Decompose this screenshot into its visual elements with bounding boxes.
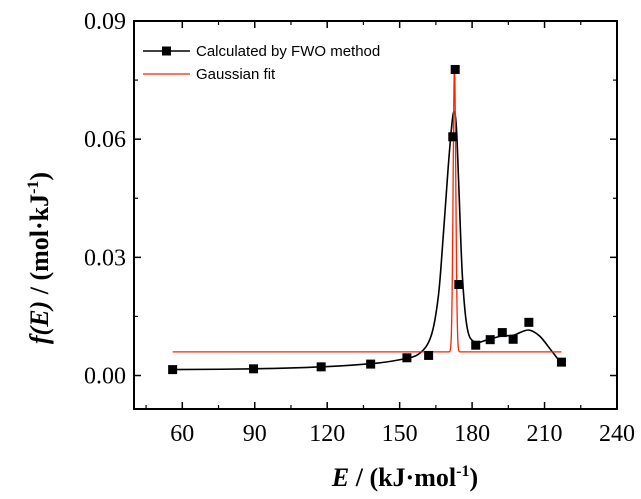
plot-area bbox=[133, 20, 618, 410]
fwo-data-point bbox=[168, 365, 178, 375]
x-axis-title: E / (kJ·mol-1) bbox=[331, 463, 478, 492]
axis-ticks: 60 90 120 150 180 210 240 0.00 0.03 0.06 0.09 bbox=[84, 9, 635, 447]
x-tick-label: 120 bbox=[309, 421, 345, 447]
fwo-data-point bbox=[485, 335, 495, 345]
legend-fwo-marker bbox=[162, 46, 171, 56]
fwo-data-point bbox=[249, 364, 259, 374]
fwo-data-point bbox=[508, 334, 518, 344]
fwo-data-point bbox=[316, 362, 326, 372]
fwo-data-point bbox=[497, 328, 507, 338]
legend: Calculated by FWO method Gaussian fit bbox=[143, 43, 380, 83]
x-tick-label: 60 bbox=[170, 421, 194, 447]
y-tick-label: 0.06 bbox=[84, 127, 126, 153]
fwo-curve bbox=[172, 110, 563, 371]
fwo-data-point bbox=[450, 64, 460, 74]
fwo-data-point bbox=[424, 350, 434, 360]
fwo-data-point bbox=[366, 359, 376, 369]
legend-fwo-label: Calculated by FWO method bbox=[196, 43, 380, 60]
x-tick-label: 150 bbox=[382, 421, 418, 447]
fwo-data-point bbox=[556, 357, 566, 367]
fwo-data-point bbox=[524, 317, 534, 327]
plot-frame bbox=[133, 20, 618, 410]
y-tick-label: 0.03 bbox=[84, 245, 126, 271]
fwo-data-point bbox=[402, 353, 412, 363]
y-tick-label: 0.00 bbox=[84, 364, 126, 390]
legend-gaussian-label: Gaussian fit bbox=[196, 66, 276, 83]
x-tick-label: 180 bbox=[454, 421, 490, 447]
x-tick-label: 240 bbox=[599, 421, 635, 447]
fwo-data-point bbox=[454, 280, 464, 290]
y-axis-title: f(E) / (mol·kJ-1) bbox=[25, 172, 54, 344]
fwo-data-point bbox=[448, 132, 458, 142]
x-tick-label: 90 bbox=[243, 421, 267, 447]
fwo-data-point bbox=[471, 340, 481, 350]
y-tick-label: 0.09 bbox=[84, 9, 126, 35]
gaussian-fit-curve bbox=[172, 68, 562, 353]
x-tick-label: 210 bbox=[527, 421, 563, 447]
